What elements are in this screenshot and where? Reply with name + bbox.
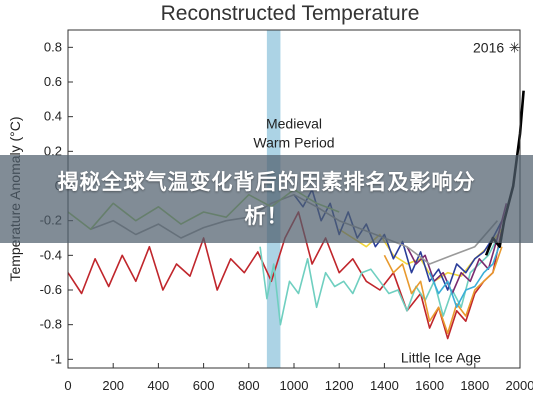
x-tick-label: 400: [148, 378, 170, 393]
x-tick-label: 1600: [415, 378, 444, 393]
series-line-2: [259, 237, 499, 326]
x-tick-label: 1000: [280, 378, 309, 393]
y-tick-label: -0.6: [40, 282, 62, 297]
x-tick-label: 600: [193, 378, 215, 393]
x-tick-label: 1800: [460, 378, 489, 393]
annotation-2: Medieval: [266, 116, 322, 132]
y-tick-label: -0.4: [40, 247, 62, 262]
series-line-6: [406, 203, 508, 295]
y-tick-label: 0.4: [44, 109, 62, 124]
annotation-3: Warm Period: [253, 135, 334, 151]
x-tick-label: 1200: [325, 378, 354, 393]
y-tick-label: 0.8: [44, 39, 62, 54]
chart-title: Reconstructed Temperature: [161, 2, 420, 25]
headline-text: 揭秘全球气温变化背后的因素排名及影响分析！: [57, 170, 476, 228]
series-line-7: [428, 237, 503, 309]
x-tick-label: 1400: [370, 378, 399, 393]
x-tick-label: 2000: [506, 378, 533, 393]
x-tick-label: 800: [238, 378, 260, 393]
y-tick-label: 0.2: [44, 143, 62, 158]
series-line-3: [383, 246, 503, 335]
annotation-1: 2016: [473, 39, 504, 55]
y-tick-label: -1: [50, 351, 62, 366]
annotation-4: Little Ice Age: [401, 350, 481, 366]
y-tick-label: 0.6: [44, 74, 62, 89]
y-tick-label: -0.8: [40, 317, 62, 332]
x-tick-label: 0: [64, 378, 71, 393]
star-marker-icon: ✳: [509, 39, 521, 55]
headline-banner: 揭秘全球气温变化背后的因素排名及影响分析！: [0, 155, 533, 243]
x-tick-label: 200: [102, 378, 124, 393]
